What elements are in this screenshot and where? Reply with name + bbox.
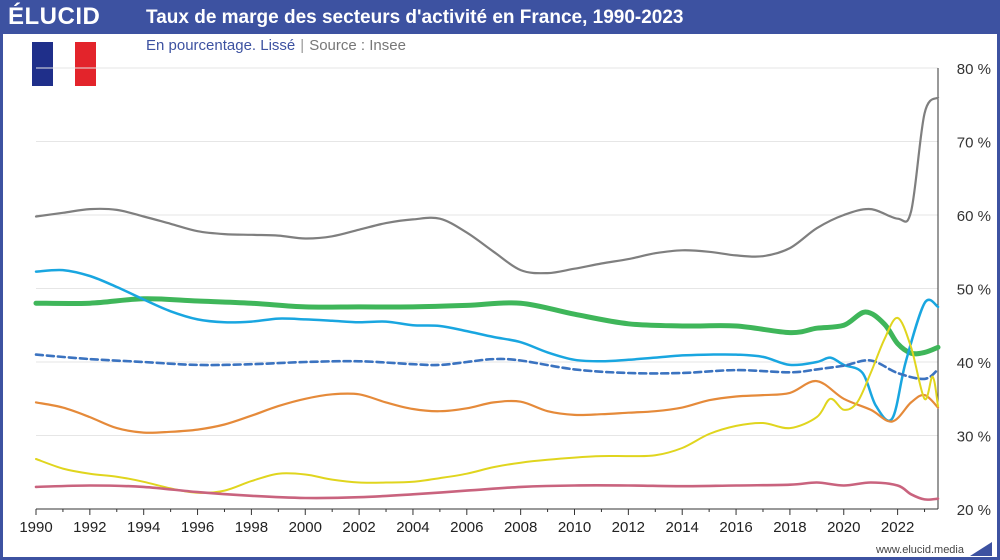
france-flag-icon	[32, 42, 96, 86]
x-tick-label: 2002	[342, 519, 375, 536]
y-tick-label: 30 %	[957, 429, 991, 446]
grid-lines	[36, 67, 938, 436]
x-tick-label: 2008	[504, 519, 537, 536]
series-lines	[33, 96, 941, 501]
x-tick-label: 1998	[235, 519, 268, 536]
y-tick-label: 60 %	[957, 208, 991, 225]
x-tick-label: 1992	[73, 519, 106, 536]
y-tick-label: 50 %	[957, 282, 991, 299]
axes: 20 % 30 % 40 % 50 % 60 % 70 % 80 % 1990 1992 1994…	[19, 61, 991, 536]
series-line-6	[35, 316, 939, 494]
y-tick-label: 40 %	[957, 355, 991, 372]
x-tick-label: 1996	[181, 519, 214, 536]
x-tick-label: 2022	[881, 519, 914, 536]
x-tick-label: 2020	[827, 519, 860, 536]
x-tick-label: 2004	[396, 519, 429, 536]
flag-stripe-white	[53, 42, 75, 86]
series-line-1	[34, 96, 940, 275]
y-tick-label: 80 %	[957, 61, 991, 78]
x-tick-label: 2006	[450, 519, 483, 536]
x-tick-label: 2010	[558, 519, 591, 536]
y-tick-label: 70 %	[957, 135, 991, 152]
flag-stripe-red	[74, 42, 96, 86]
header-bar: ÉLUCID Taux de marge des secteurs d'acti…	[0, 0, 1000, 34]
series-line-5	[34, 379, 940, 434]
chart-title: Taux de marge des secteurs d'activité en…	[146, 7, 684, 28]
x-tick-label: 2012	[612, 519, 645, 536]
series-line-2	[33, 296, 941, 357]
elucid-logo[interactable]: ÉLUCID	[8, 3, 101, 30]
footer-site[interactable]: www.elucid.media	[875, 544, 964, 556]
series-line-4	[34, 353, 940, 381]
x-tick-label: 1990	[19, 519, 52, 536]
x-tick-label: 1994	[127, 519, 160, 536]
subtitle-separator: |	[300, 37, 305, 54]
subtitle-main: En pourcentage. Lissé	[146, 37, 296, 54]
series-line-3	[34, 268, 940, 423]
x-tick-label: 2014	[666, 519, 699, 536]
chart-subtitle: En pourcentage. Lissé | Source : Insee	[146, 37, 406, 54]
series-line-7	[34, 481, 940, 501]
x-tick-label: 2016	[719, 519, 752, 536]
x-tick-label: 2000	[289, 519, 322, 536]
elucid-mark-icon	[970, 542, 992, 556]
subtitle-source: Source : Insee	[309, 37, 406, 54]
y-tick-label: 20 %	[957, 502, 991, 519]
flag-stripe-blue	[32, 42, 54, 86]
x-tick-label: 2018	[773, 519, 806, 536]
